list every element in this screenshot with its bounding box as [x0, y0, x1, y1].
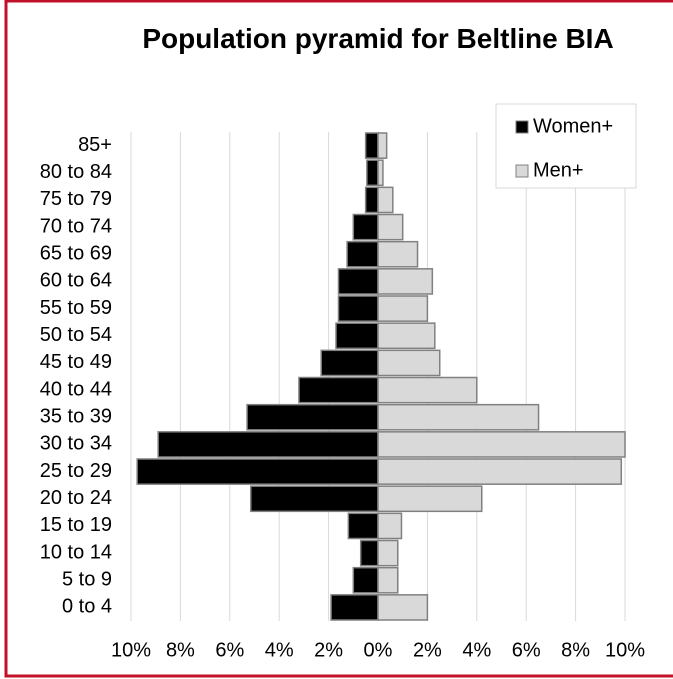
- x-tick-label: 6%: [215, 639, 244, 661]
- bar: [352, 213, 379, 241]
- bar: [337, 268, 379, 295]
- bar: [298, 376, 379, 404]
- bar: [377, 566, 399, 594]
- bar: [366, 159, 379, 187]
- bar: [157, 431, 379, 458]
- x-tick-label: 0%: [364, 639, 393, 661]
- bar: [377, 322, 436, 350]
- bar: [377, 512, 403, 540]
- x-tick-label: 4%: [265, 639, 294, 661]
- chart-title: Population pyramid for Beltline BIA: [142, 23, 614, 54]
- bar: [352, 566, 379, 594]
- bar: [335, 322, 379, 350]
- y-tick-label: 80 to 84: [40, 161, 112, 183]
- bar: [377, 186, 394, 214]
- bar: [377, 458, 623, 485]
- bar: [136, 458, 379, 485]
- x-tick-label: 8%: [166, 639, 195, 661]
- bar: [337, 295, 379, 322]
- y-tick-label: 20 to 24: [40, 487, 112, 509]
- legend-label: Women+: [533, 115, 613, 137]
- legend-label: Men+: [533, 159, 584, 181]
- y-tick-label: 60 to 64: [40, 270, 112, 292]
- bar: [320, 349, 379, 377]
- bar: [250, 485, 379, 513]
- bar: [377, 594, 429, 621]
- bar: [364, 186, 379, 214]
- x-tick-label: 10%: [111, 639, 151, 661]
- bar: [246, 403, 379, 431]
- y-tick-label: 65 to 69: [40, 243, 112, 265]
- x-tick-label: 4%: [462, 639, 491, 661]
- y-tick-label: 25 to 29: [40, 460, 112, 482]
- y-tick-label: 5 to 9: [62, 569, 112, 591]
- bar: [364, 132, 379, 159]
- bar: [377, 376, 478, 404]
- y-tick-label: 85+: [78, 134, 112, 156]
- frame: [4, 0, 673, 678]
- x-tick-label: 10%: [605, 639, 645, 661]
- bar: [377, 431, 626, 458]
- y-tick-label: 40 to 44: [40, 378, 112, 400]
- y-tick-label: 0 to 4: [62, 596, 112, 618]
- y-tick-label: 70 to 74: [40, 215, 112, 237]
- bar: [359, 539, 379, 567]
- legend-swatch: [515, 120, 529, 134]
- bar: [377, 159, 384, 187]
- y-tick-label: 50 to 54: [40, 324, 112, 346]
- x-tick-label: 2%: [413, 639, 442, 661]
- x-tick-label: 2%: [314, 639, 343, 661]
- x-tick-label: 6%: [512, 639, 541, 661]
- y-tick-label: 55 to 59: [40, 297, 112, 319]
- bar: [377, 403, 540, 431]
- bar: [377, 349, 441, 377]
- bar: [377, 539, 399, 567]
- bar: [377, 268, 434, 295]
- legend-swatch: [515, 164, 529, 178]
- bar: [377, 213, 404, 241]
- bar: [377, 132, 388, 159]
- y-tick-label: 10 to 14: [40, 541, 112, 563]
- y-tick-label: 35 to 39: [40, 406, 112, 428]
- bar: [347, 512, 379, 540]
- y-tick-label: 15 to 19: [40, 514, 112, 536]
- bar: [330, 594, 379, 621]
- bar: [346, 240, 379, 268]
- y-tick-label: 30 to 34: [40, 433, 112, 455]
- bar: [377, 485, 483, 513]
- y-tick-label: 45 to 49: [40, 351, 112, 373]
- y-tick-label: 75 to 79: [40, 188, 112, 210]
- bar: [377, 240, 419, 268]
- x-tick-label: 8%: [561, 639, 590, 661]
- bar: [377, 295, 429, 322]
